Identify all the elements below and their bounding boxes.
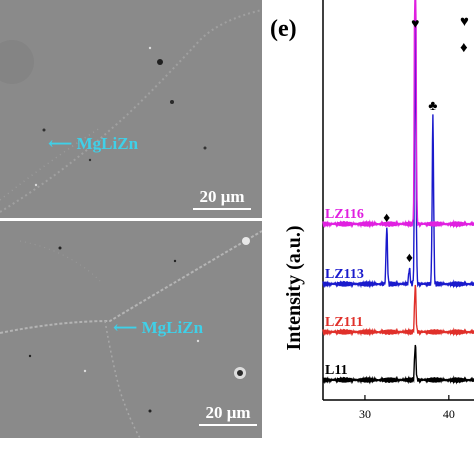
x-tick-label: 40 [443,407,455,421]
series-line-lz111 [322,284,474,337]
arrow-left-icon: ⟵ [48,134,73,153]
scale-text-bottom: 20 μm [205,403,251,422]
series-label-lz113: LZ113 [325,267,364,282]
peak-marker-icon: ♥ [411,17,419,32]
peak-marker-icon: ♦ [383,211,390,226]
sem-texture-bottom [0,221,262,438]
xrd-chart: (e) ♥ ♦ Intensity (a.u.) 30 40 L11 LZ111 LZ1… [270,0,474,421]
arrow-phase-top: ⟵ MgLiZn [48,134,138,154]
sem-image-top: ⟵ MgLiZn 20 μm [0,0,262,218]
series-line-l11 [322,344,474,385]
peak-marker-icon: ♦ [406,251,413,266]
series-label-l11: L11 [325,363,348,378]
arrow-phase-bottom: ⟵ MgLiZn [113,318,203,338]
series-label-lz116: LZ116 [325,207,364,222]
diamond-legend-icon: ♦ [460,40,468,56]
scale-line-top [193,208,251,210]
scale-line-bottom [199,424,257,426]
phase-label-bottom: MgLiZn [141,318,204,337]
heart-legend-icon: ♥ [460,14,469,30]
arrow-left-icon: ⟵ [113,318,138,337]
scale-bar-bottom: 20 μm [199,403,257,426]
xrd-plot-area: 30 40 L11 LZ111 LZ113 LZ116 ♥ ♦ ♦ ♣ [322,0,474,421]
sem-texture-top [0,0,262,218]
scale-bar-top: 20 μm [193,187,251,210]
series-line-lz116 [322,0,474,229]
phase-label-top: MgLiZn [76,134,139,153]
x-tick-label: 30 [359,407,371,421]
series-label-lz111: LZ111 [325,315,363,330]
sem-image-bottom: ⟵ MgLiZn 20 μm [0,221,262,438]
y-axis-label: Intensity (a.u.) [283,225,305,350]
panel-label: (e) [270,16,297,42]
series-line-lz113 [322,4,474,289]
scale-text-top: 20 μm [199,187,245,206]
peak-marker-icon: ♣ [428,99,437,114]
